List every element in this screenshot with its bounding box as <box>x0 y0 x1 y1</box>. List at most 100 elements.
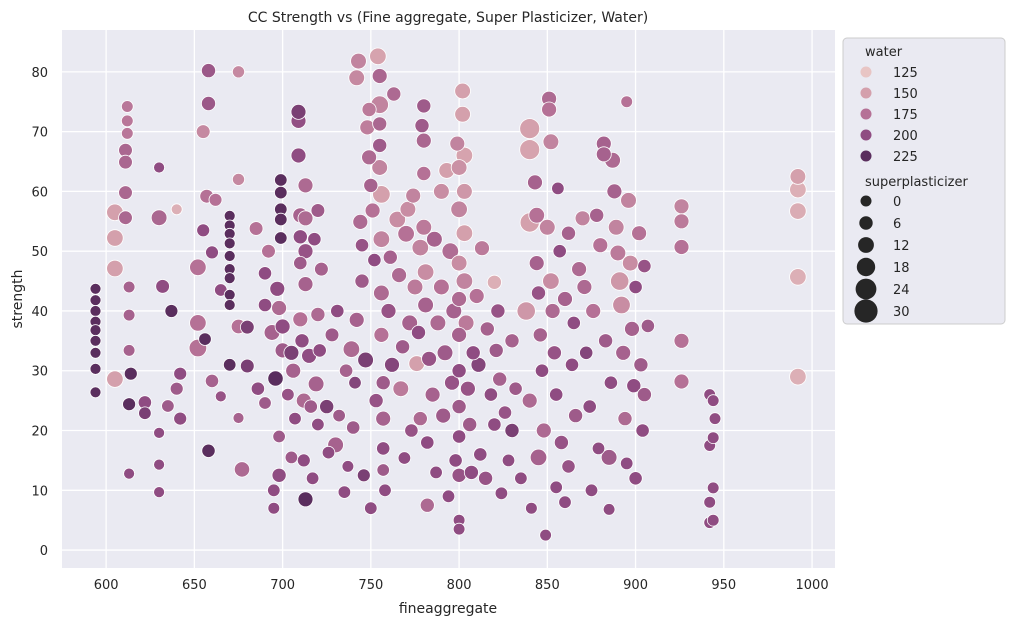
data-point <box>231 172 245 186</box>
data-point <box>584 483 599 498</box>
data-point <box>463 464 479 480</box>
data-point <box>564 357 580 372</box>
data-point <box>223 299 236 311</box>
data-point <box>399 201 417 218</box>
legend-size-marker <box>859 216 873 230</box>
data-point <box>321 445 336 460</box>
data-point <box>433 278 450 296</box>
data-point <box>617 411 633 427</box>
data-point <box>620 192 637 209</box>
legend-size-marker <box>855 278 877 300</box>
data-point <box>380 303 397 319</box>
data-point <box>118 210 133 226</box>
data-point <box>450 159 468 176</box>
x-axis-ticks: 600 650 700 750 800 850 900 950 1000 <box>94 578 829 593</box>
data-point <box>397 225 415 243</box>
data-point <box>118 154 133 170</box>
data-point <box>267 370 284 387</box>
data-point <box>250 381 265 396</box>
data-point <box>416 165 432 181</box>
data-point <box>419 497 435 513</box>
data-point <box>397 451 412 465</box>
legend-size-marker <box>856 257 876 277</box>
data-point <box>307 232 322 247</box>
y-tick-label: 40 <box>31 305 48 320</box>
data-point <box>602 503 616 516</box>
data-point <box>415 132 432 149</box>
data-point <box>222 358 237 372</box>
data-point <box>357 351 374 369</box>
data-point <box>551 181 565 196</box>
data-point <box>454 82 471 100</box>
data-point <box>410 324 426 340</box>
data-point <box>468 288 485 304</box>
data-point <box>208 192 223 207</box>
data-point <box>258 396 272 410</box>
data-point <box>549 387 564 402</box>
data-point <box>348 69 366 87</box>
data-point <box>504 333 520 349</box>
data-point <box>121 100 134 113</box>
data-point <box>451 363 467 379</box>
data-point <box>164 304 179 318</box>
data-point <box>478 470 494 486</box>
legend-size-label: 6 <box>893 217 901 232</box>
data-point <box>337 485 352 499</box>
data-point <box>342 340 361 358</box>
legend-size-label: 24 <box>893 283 910 298</box>
data-point <box>281 387 295 402</box>
data-point <box>391 267 408 284</box>
data-point <box>592 237 609 254</box>
data-point <box>411 238 430 257</box>
data-point <box>589 207 605 223</box>
x-tick-label: 800 <box>447 578 472 593</box>
data-point <box>789 202 807 220</box>
data-point <box>539 528 552 542</box>
data-point <box>454 106 471 123</box>
data-point <box>706 513 720 527</box>
data-point <box>231 65 245 79</box>
data-point <box>356 468 371 483</box>
data-point <box>376 441 391 456</box>
data-point <box>274 185 288 200</box>
data-point <box>424 386 441 403</box>
data-point <box>214 390 227 403</box>
data-point <box>455 224 474 242</box>
data-point <box>441 242 460 260</box>
data-point <box>303 399 318 414</box>
data-point <box>296 453 311 468</box>
data-point <box>292 229 308 245</box>
data-point <box>405 187 422 204</box>
data-point <box>364 501 378 515</box>
data-point <box>465 345 481 361</box>
data-point <box>415 219 433 236</box>
data-point <box>595 146 612 163</box>
data-point <box>433 183 450 200</box>
data-point <box>361 102 377 118</box>
data-point <box>274 212 288 227</box>
data-point <box>257 297 273 313</box>
data-point <box>561 459 576 474</box>
data-point <box>609 244 627 262</box>
data-point <box>450 200 468 219</box>
data-point <box>232 412 245 424</box>
data-point <box>635 423 650 438</box>
data-points <box>89 47 807 542</box>
data-point <box>542 272 560 290</box>
data-point <box>274 173 288 187</box>
data-point <box>479 321 495 337</box>
data-point <box>538 219 556 236</box>
x-axis-label: fineaggregate <box>399 601 497 617</box>
data-point <box>89 324 102 337</box>
data-point <box>121 127 134 140</box>
data-point <box>189 314 207 332</box>
data-point <box>369 47 387 66</box>
data-point <box>310 306 326 322</box>
data-point <box>386 86 402 102</box>
data-point <box>541 101 557 118</box>
data-point <box>620 456 634 471</box>
data-point <box>248 221 264 236</box>
data-point <box>582 399 597 414</box>
data-point <box>284 450 299 465</box>
